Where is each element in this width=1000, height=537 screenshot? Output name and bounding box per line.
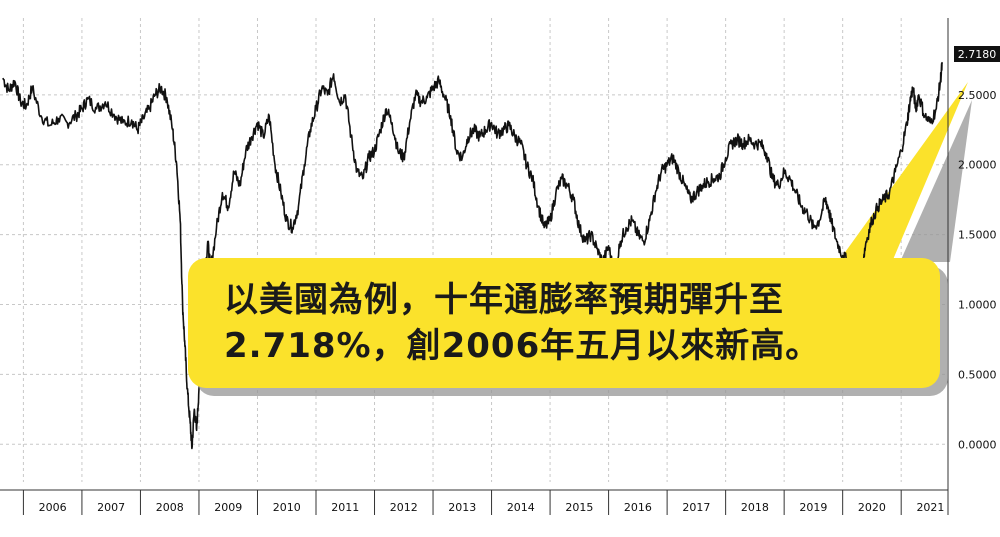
x-tick-label: 2021: [916, 501, 944, 514]
x-tick-label: 2012: [390, 501, 418, 514]
y-tick-label: 2.0000: [958, 159, 997, 172]
x-tick-label: 2015: [565, 501, 593, 514]
callout-pointer: [838, 82, 968, 262]
x-axis: 2006 2007 2008 2009 2010 2011 2012 2013 2014 2015…: [0, 489, 948, 515]
x-tick-label: 2010: [273, 501, 301, 514]
x-tick-label: 2018: [741, 501, 769, 514]
last-value-marker: 2.7180: [954, 46, 1000, 62]
last-value-box: [954, 46, 1000, 62]
y-tick-label: 1.5000: [958, 229, 997, 242]
y-tick-label: 2.5000: [958, 89, 997, 102]
grid-lines: [0, 18, 948, 482]
y-tick-label: 1.0000: [958, 299, 997, 312]
x-tick-label: 2006: [39, 501, 67, 514]
x-tick-label: 2016: [624, 501, 652, 514]
callout-box: 以美國為例，十年通膨率預期彈升至 2.718%，創2006年五月以來新高。: [188, 258, 940, 388]
x-tick-label: 2007: [97, 501, 125, 514]
x-tick-label: 2013: [448, 501, 476, 514]
x-tick-label: 2011: [331, 501, 359, 514]
last-value-label: 2.7180: [958, 48, 997, 61]
y-axis: 0.0000 0.5000 1.0000 1.5000 2.0000 2.5000: [947, 18, 997, 515]
callout-pointer-shadow: [900, 100, 972, 262]
x-tick-label: 2008: [156, 501, 184, 514]
x-tick-label: 2014: [507, 501, 535, 514]
y-tick-label: 0.0000: [958, 438, 997, 451]
x-tick-label: 2019: [799, 501, 827, 514]
y-tick-label: 0.5000: [958, 368, 997, 381]
callout-line-2: 2.718%，創2006年五月以來新高。: [224, 326, 821, 366]
x-tick-label: 2017: [682, 501, 710, 514]
callout-line-1: 以美國為例，十年通膨率預期彈升至: [224, 280, 784, 320]
x-tick-label: 2020: [858, 501, 886, 514]
x-tick-label: 2009: [214, 501, 242, 514]
series-line: [2, 61, 943, 450]
